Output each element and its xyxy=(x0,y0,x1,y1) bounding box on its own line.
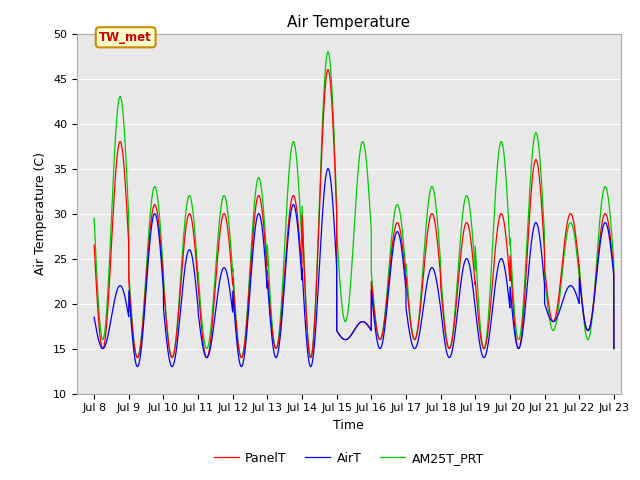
PanelT xyxy=(90,242,98,248)
AM25T_PRT xyxy=(308,346,316,351)
PanelT xyxy=(324,67,332,72)
AM25T_PRT xyxy=(468,226,476,231)
AM25T_PRT xyxy=(568,222,576,228)
Y-axis label: Air Temperature (C): Air Temperature (C) xyxy=(35,152,47,275)
PanelT xyxy=(313,276,321,282)
AirT xyxy=(237,364,245,370)
PanelT xyxy=(568,213,576,219)
X-axis label: Time: Time xyxy=(333,419,364,432)
AM25T_PRT xyxy=(324,49,332,55)
AirT xyxy=(313,310,321,315)
AirT xyxy=(90,314,98,320)
AirT xyxy=(308,358,316,363)
PanelT xyxy=(337,335,345,340)
Legend: PanelT, AirT, AM25T_PRT: PanelT, AirT, AM25T_PRT xyxy=(209,447,489,469)
AirT xyxy=(610,346,618,351)
Text: TW_met: TW_met xyxy=(99,31,152,44)
AM25T_PRT xyxy=(610,346,618,351)
AM25T_PRT xyxy=(337,296,345,302)
AirT xyxy=(324,166,332,171)
Line: PanelT: PanelT xyxy=(94,70,614,358)
PanelT xyxy=(610,346,618,351)
AM25T_PRT xyxy=(595,239,602,244)
PanelT xyxy=(308,346,316,352)
Line: AirT: AirT xyxy=(94,168,614,367)
Title: Air Temperature: Air Temperature xyxy=(287,15,410,30)
Line: AM25T_PRT: AM25T_PRT xyxy=(94,52,614,358)
AirT xyxy=(568,284,576,289)
PanelT xyxy=(468,247,476,253)
AM25T_PRT xyxy=(313,271,321,276)
AirT xyxy=(595,258,602,264)
PanelT xyxy=(595,252,602,258)
AirT xyxy=(468,277,476,283)
AM25T_PRT xyxy=(237,355,245,360)
AirT xyxy=(337,335,345,340)
PanelT xyxy=(237,355,245,360)
AM25T_PRT xyxy=(90,215,98,221)
